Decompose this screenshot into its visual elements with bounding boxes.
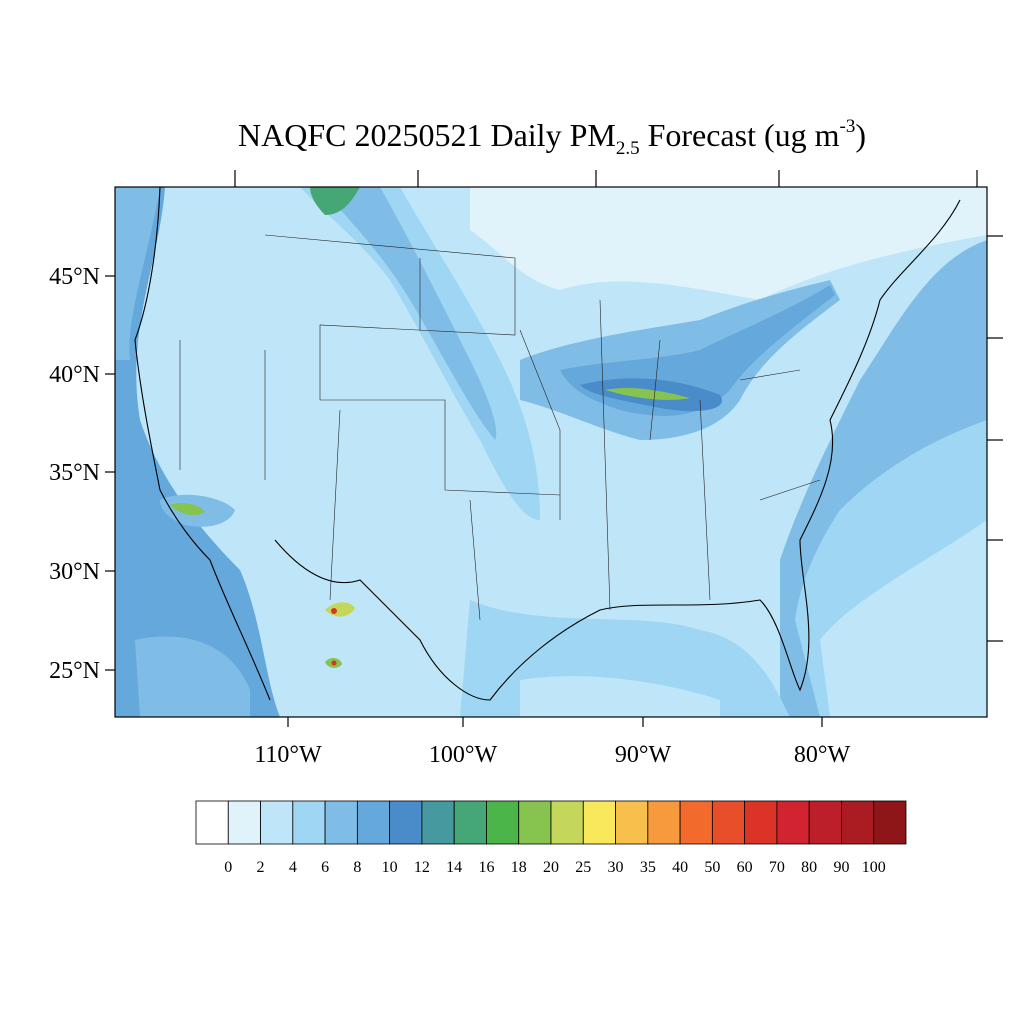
title-subscript: 2.5	[616, 138, 640, 159]
colorbar-swatch	[582, 800, 616, 845]
colorbar-swatch	[389, 800, 423, 845]
colorbar-swatch	[356, 800, 391, 845]
title-end: )	[855, 117, 866, 153]
colorbar-swatch	[744, 800, 778, 845]
title-middle: Forecast (ug m	[640, 117, 840, 153]
colorbar-label: 90	[833, 859, 849, 876]
colorbar-label: 25	[575, 859, 591, 876]
colorbar-swatch	[195, 800, 229, 845]
colorbar-label: 0	[224, 859, 232, 876]
colorbar-swatch	[615, 800, 649, 845]
colorbar-swatch	[679, 800, 713, 845]
colorbar-swatch	[421, 800, 455, 845]
map-field	[115, 187, 987, 717]
colorbar-swatch	[453, 800, 487, 845]
colorbar-swatch	[227, 800, 261, 845]
colorbar-label: 40	[672, 859, 688, 876]
lon-label: 90°W	[615, 742, 672, 768]
colorbar-label: 100	[862, 859, 886, 876]
colorbar-label: 70	[769, 859, 785, 876]
colorbar-label: 35	[640, 859, 656, 876]
colorbar-label: 18	[511, 859, 527, 876]
colorbar-swatch	[647, 800, 681, 845]
colorbar-swatch	[873, 800, 907, 845]
colorbar-label: 4	[289, 859, 297, 876]
colorbar-swatch	[260, 800, 294, 845]
frame-ticks	[105, 170, 1003, 727]
colorbar-label: 30	[608, 859, 624, 876]
lat-label: 35°N	[49, 460, 100, 486]
colorbar-label: 8	[353, 859, 361, 876]
colorbar-label: 60	[737, 859, 753, 876]
colorbar-swatch	[841, 800, 875, 845]
colorbar-swatch	[711, 800, 746, 845]
colorbar-label: 14	[446, 859, 462, 876]
colorbar-label: 2	[257, 859, 265, 876]
colorbar-label: 20	[543, 859, 559, 876]
colorbar-label: 50	[704, 859, 720, 876]
lat-label: 25°N	[49, 658, 100, 684]
lat-label: 40°N	[49, 362, 100, 388]
colorbar-swatch	[808, 800, 842, 845]
colorbar-label: 12	[414, 859, 430, 876]
colorbar-swatch	[486, 800, 520, 845]
lat-label: 30°N	[49, 559, 100, 585]
title-main: NAQFC 20250521 Daily PM	[238, 117, 616, 153]
colorbar-label: 16	[478, 859, 494, 876]
lon-label: 100°W	[429, 742, 498, 768]
colorbar-swatch	[292, 800, 326, 845]
colorbar-label: 6	[321, 859, 329, 876]
lon-label: 110°W	[254, 742, 322, 768]
lat-label: 45°N	[49, 264, 100, 290]
colorbar-label: 10	[382, 859, 398, 876]
title-superscript: -3	[840, 116, 856, 137]
lon-label: 80°W	[794, 742, 851, 768]
colorbar-swatch	[324, 800, 358, 845]
title: NAQFC 20250521 Daily PM2.5 Forecast (ug …	[238, 116, 866, 159]
colorbar-swatch	[776, 800, 810, 845]
colorbar-label: 80	[801, 859, 817, 876]
colorbar-swatch	[518, 800, 552, 845]
colorbar-swatch	[550, 800, 584, 845]
map-frame	[114, 186, 988, 718]
